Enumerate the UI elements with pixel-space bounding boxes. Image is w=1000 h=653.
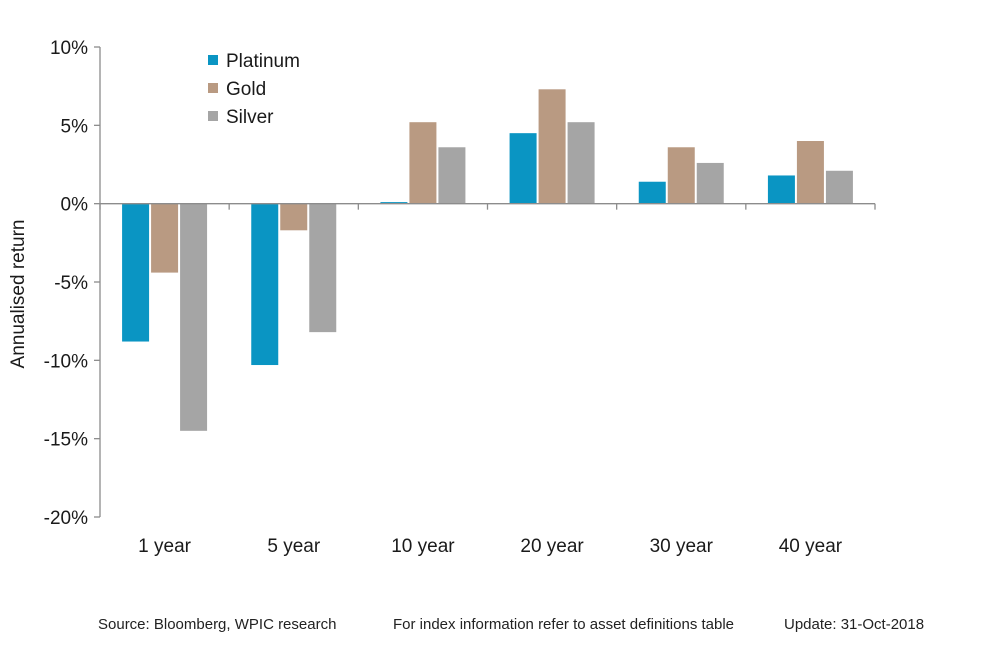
bar-platinum-40-year bbox=[767, 175, 795, 204]
x-tick-label: 10 year bbox=[391, 536, 455, 557]
x-tick-label: 20 year bbox=[520, 536, 584, 557]
legend-label-platinum: Platinum bbox=[226, 51, 300, 72]
legend: Platinum Gold Silver bbox=[208, 51, 300, 128]
legend-swatch-gold bbox=[208, 83, 218, 93]
bar-silver-20-year bbox=[567, 122, 595, 204]
y-tick-label: 10% bbox=[50, 38, 88, 59]
bar-gold-10-year bbox=[409, 122, 437, 204]
y-tick-label: 0% bbox=[61, 195, 89, 216]
bar-silver-40-year bbox=[825, 170, 853, 204]
bar-silver-5-year bbox=[309, 203, 337, 333]
bar-platinum-5-year bbox=[251, 203, 279, 366]
y-tick-label: 5% bbox=[61, 116, 89, 137]
bar-gold-30-year bbox=[667, 147, 695, 204]
bar-silver-10-year bbox=[438, 147, 466, 204]
footer-source: Source: Bloomberg, WPIC research bbox=[98, 616, 337, 633]
y-tick-label: -5% bbox=[54, 273, 88, 294]
x-tick-label: 5 year bbox=[267, 536, 320, 557]
bar-platinum-20-year bbox=[509, 133, 537, 204]
y-tick-label: -10% bbox=[44, 351, 88, 372]
x-tick-label: 1 year bbox=[138, 536, 191, 557]
x-tick-label: 40 year bbox=[779, 536, 843, 557]
footer-note: For index information refer to asset def… bbox=[393, 616, 735, 633]
legend-swatch-silver bbox=[208, 111, 218, 121]
bar-chart: 10% 5% 0% -5% -10% -15% -20% 1 year 5 year 10 yea… bbox=[8, 38, 876, 557]
x-tick-label: 30 year bbox=[650, 536, 714, 557]
axes-layer bbox=[94, 46, 876, 518]
bar-silver-1-year bbox=[180, 203, 208, 431]
bar-platinum-30-year bbox=[638, 181, 666, 204]
legend-label-gold: Gold bbox=[226, 79, 266, 100]
bar-gold-5-year bbox=[280, 203, 308, 231]
bar-gold-1-year bbox=[151, 203, 179, 273]
y-axis-title: Annualised return bbox=[8, 220, 29, 369]
bar-platinum-1-year bbox=[122, 203, 150, 342]
legend-swatch-platinum bbox=[208, 55, 218, 65]
bar-silver-30-year bbox=[696, 162, 724, 204]
legend-label-silver: Silver bbox=[226, 107, 274, 128]
bar-platinum-10-year bbox=[380, 202, 408, 204]
labels-layer: 10% 5% 0% -5% -10% -15% -20% 1 year 5 year 10 yea… bbox=[8, 38, 843, 557]
bar-gold-40-year bbox=[796, 141, 824, 204]
y-tick-label: -20% bbox=[44, 508, 88, 529]
bars-layer bbox=[122, 89, 853, 431]
footer-update: Update: 31-Oct-2018 bbox=[784, 616, 925, 633]
bar-gold-20-year bbox=[538, 89, 566, 204]
y-tick-label: -15% bbox=[44, 430, 88, 451]
